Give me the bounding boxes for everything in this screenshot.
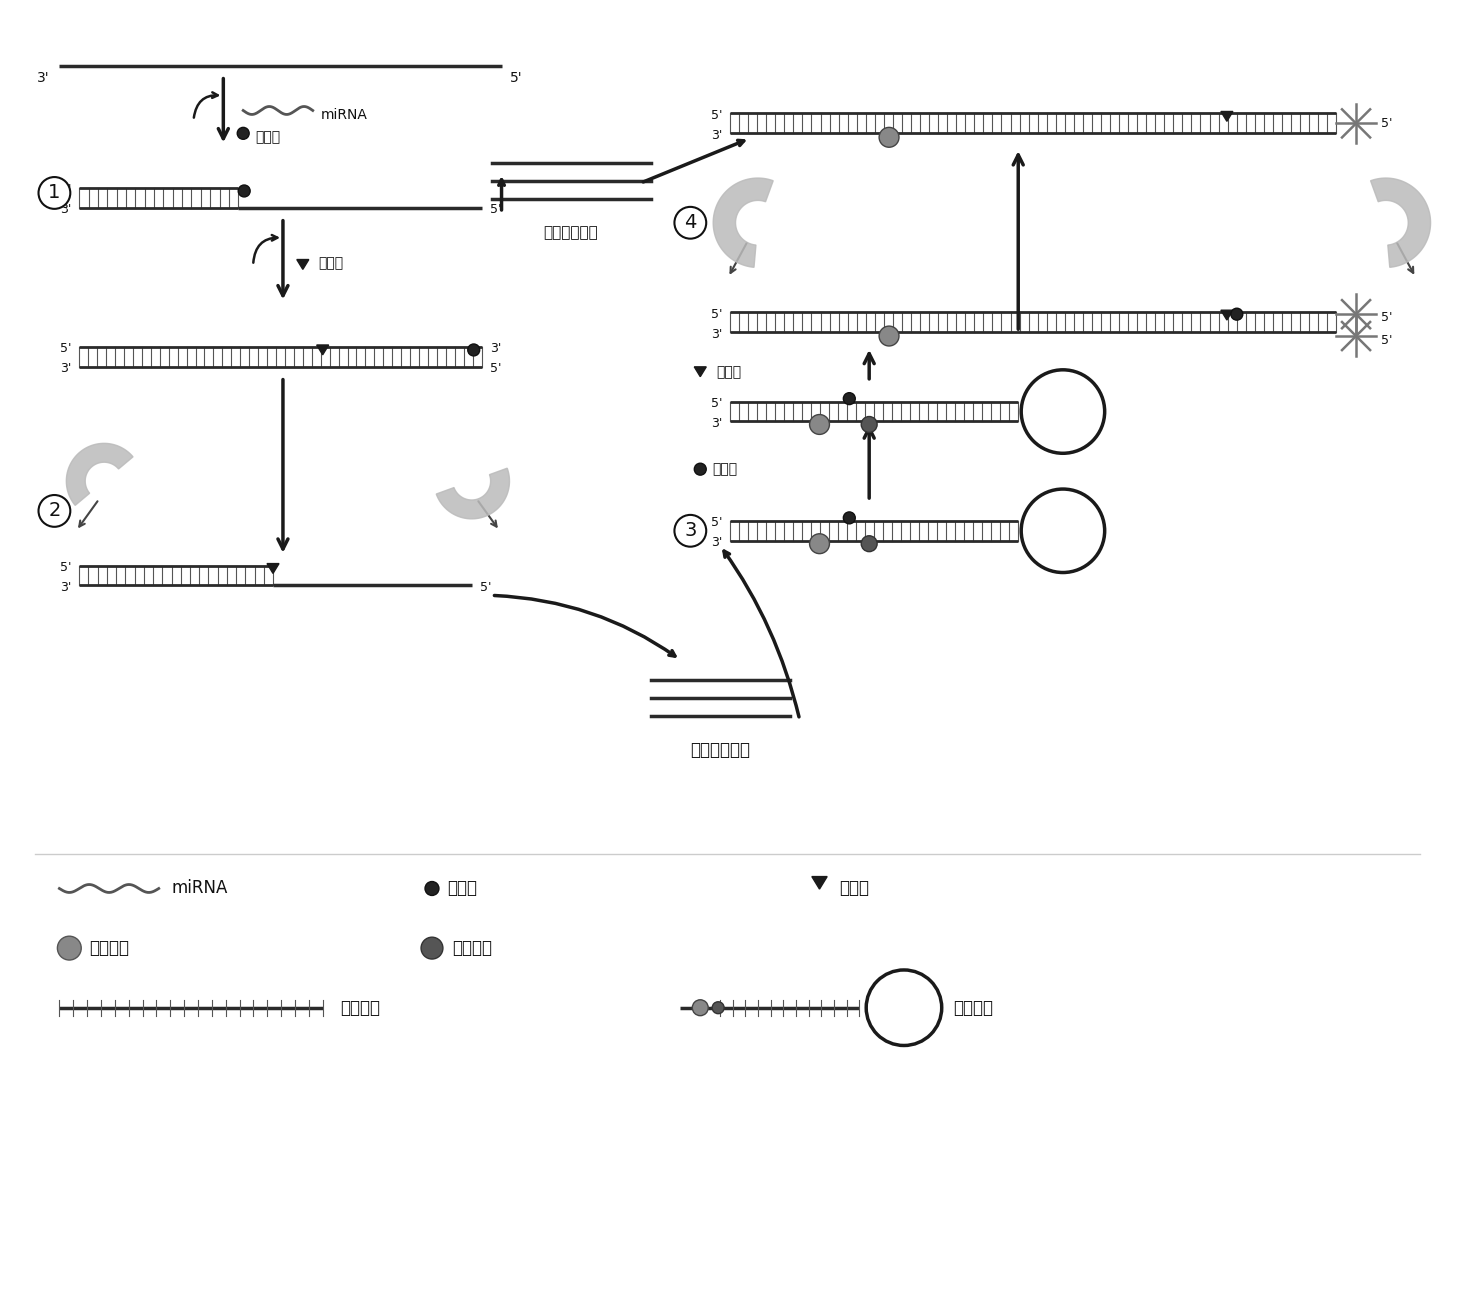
Circle shape xyxy=(861,417,877,433)
Circle shape xyxy=(810,414,830,434)
Circle shape xyxy=(695,463,706,476)
Polygon shape xyxy=(1221,111,1233,122)
Circle shape xyxy=(421,937,442,959)
Text: 3': 3' xyxy=(59,204,71,217)
Text: 新的扩增片段: 新的扩增片段 xyxy=(543,225,598,239)
Circle shape xyxy=(1230,308,1242,320)
Circle shape xyxy=(424,881,439,895)
Circle shape xyxy=(693,1000,708,1016)
Text: 3': 3' xyxy=(711,536,723,549)
Text: miRNA: miRNA xyxy=(321,108,368,123)
Text: 3': 3' xyxy=(711,417,723,430)
Circle shape xyxy=(867,970,942,1046)
Text: 2: 2 xyxy=(47,502,61,520)
Circle shape xyxy=(843,512,855,524)
Text: 5': 5' xyxy=(490,204,502,217)
Text: 发夹探针: 发夹探针 xyxy=(954,999,994,1017)
Text: 切刻酶: 切刻酶 xyxy=(840,880,870,898)
Text: 3': 3' xyxy=(59,362,71,375)
Circle shape xyxy=(58,936,82,961)
Circle shape xyxy=(712,1001,724,1014)
Circle shape xyxy=(467,344,479,356)
Text: 切刻酶: 切刻酶 xyxy=(319,256,344,271)
Text: 5': 5' xyxy=(1382,116,1392,129)
Circle shape xyxy=(39,176,70,209)
Text: 5': 5' xyxy=(59,342,71,356)
Circle shape xyxy=(810,533,830,554)
Polygon shape xyxy=(67,443,134,506)
Text: miRNA: miRNA xyxy=(172,880,229,898)
Polygon shape xyxy=(316,345,328,354)
Text: 1: 1 xyxy=(47,183,61,203)
Circle shape xyxy=(674,515,706,546)
Text: 4: 4 xyxy=(684,213,696,233)
Text: 聚合酶: 聚合酶 xyxy=(255,131,280,144)
Text: 5': 5' xyxy=(711,397,723,410)
Text: 5': 5' xyxy=(711,108,723,122)
Circle shape xyxy=(1021,489,1104,572)
Text: 5': 5' xyxy=(59,183,71,196)
Polygon shape xyxy=(1221,310,1233,320)
Circle shape xyxy=(1021,370,1104,454)
Text: 5': 5' xyxy=(479,580,491,593)
Circle shape xyxy=(861,536,877,552)
Text: 聚合酶: 聚合酶 xyxy=(447,880,476,898)
Polygon shape xyxy=(267,563,279,574)
Text: 淬灭基团: 淬灭基团 xyxy=(451,940,491,957)
Text: 3: 3 xyxy=(684,521,696,540)
Text: 3': 3' xyxy=(490,342,502,356)
Circle shape xyxy=(674,207,706,239)
Text: 切刻酶: 切刻酶 xyxy=(717,365,742,379)
Text: 5': 5' xyxy=(490,362,502,375)
Circle shape xyxy=(879,127,899,148)
Circle shape xyxy=(879,327,899,346)
Text: 5': 5' xyxy=(509,71,522,85)
Polygon shape xyxy=(297,260,309,269)
Text: 3': 3' xyxy=(59,580,71,593)
Text: 5': 5' xyxy=(711,307,723,320)
Circle shape xyxy=(39,495,70,527)
Text: 荧光基团: 荧光基团 xyxy=(89,940,129,957)
Polygon shape xyxy=(695,367,706,376)
Text: 3': 3' xyxy=(711,328,723,341)
Text: 5': 5' xyxy=(711,516,723,529)
Circle shape xyxy=(237,127,249,140)
Text: 聚合酶: 聚合酶 xyxy=(712,463,738,476)
Circle shape xyxy=(239,186,251,197)
Polygon shape xyxy=(436,468,509,519)
Text: 寡核苷酸片段: 寡核苷酸片段 xyxy=(690,741,749,759)
Circle shape xyxy=(843,392,855,405)
Text: 5': 5' xyxy=(1382,333,1392,346)
Text: 5': 5' xyxy=(1382,311,1392,324)
Polygon shape xyxy=(1371,178,1431,268)
Polygon shape xyxy=(812,877,827,889)
Polygon shape xyxy=(714,178,773,268)
Text: 线性模板: 线性模板 xyxy=(340,999,380,1017)
Text: 3': 3' xyxy=(37,71,49,85)
Text: 3': 3' xyxy=(711,129,723,142)
Text: 5': 5' xyxy=(59,561,71,574)
